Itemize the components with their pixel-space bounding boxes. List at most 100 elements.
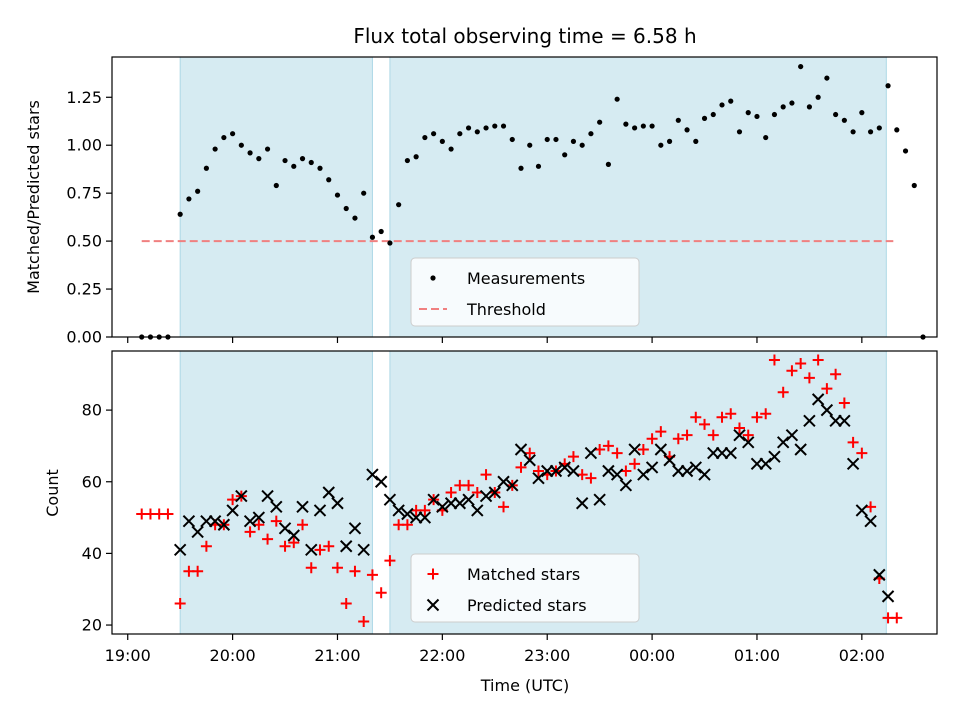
predicted-star-point (401, 507, 414, 521)
matched-star-point (288, 537, 300, 549)
matched-star-point (419, 504, 431, 516)
predicted-star-point (881, 590, 895, 603)
top-legend-label: Threshold (466, 300, 546, 319)
matched-star-point (768, 354, 780, 366)
measurement-point (264, 146, 271, 152)
measurement-point (404, 157, 410, 164)
matched-star-point (567, 451, 579, 463)
bottom-y-axis: 20 40 60 80 (82, 401, 112, 635)
x-tick-label: 00:00 (629, 646, 675, 665)
matched-star-point (532, 465, 544, 477)
measurement-point (483, 125, 489, 131)
measurement-point (273, 182, 279, 189)
chart-title: Flux total observing time = 6.58 h (353, 24, 696, 48)
matched-star-point (838, 397, 850, 409)
measurement-point (544, 136, 550, 143)
measurement-point (859, 110, 865, 116)
matched-star-point (162, 508, 174, 520)
measurement-point (789, 100, 795, 106)
matched-star-point (349, 565, 361, 577)
measurement-point (806, 104, 813, 110)
measurement-point (282, 157, 288, 164)
matched-star-point (803, 372, 815, 384)
bottom-legend: Matched stars Predicted stars (410, 553, 640, 623)
top-panel: 0.00 0.25 0.50 0.75 1.00 1.25 Matched/Predict… (24, 56, 938, 347)
matched-star-point (585, 472, 597, 484)
measurement-point (439, 138, 445, 144)
matched-star-point (690, 411, 702, 423)
matched-star-point (847, 436, 859, 448)
bottom-y-tick-label: 40 (82, 544, 102, 563)
predicted-star-point (331, 497, 344, 510)
predicted-star-point (305, 543, 318, 557)
measurement-point (317, 165, 323, 171)
measurement-point (894, 127, 900, 133)
matched-star-point (384, 555, 396, 567)
predicted-star-point (593, 493, 606, 506)
measurement-point (745, 110, 751, 116)
predicted-star-point (471, 504, 484, 517)
x-tick-label: 21:00 (314, 646, 360, 665)
predicted-star-point (296, 500, 309, 514)
matched-star-point (725, 408, 737, 420)
measurement-point (588, 131, 594, 137)
predicted-star-point (322, 486, 335, 499)
matched-star-point (812, 354, 824, 366)
matched-star-point (498, 501, 510, 513)
predicted-star-point (567, 464, 580, 478)
predicted-star-point (436, 500, 449, 514)
measurement-point (754, 113, 760, 120)
predicted-star-point (252, 511, 266, 524)
matched-star-point (699, 418, 711, 430)
measurement-point (396, 202, 402, 208)
predicted-star-point (637, 468, 650, 481)
top-y-tick-label: 1.25 (66, 88, 102, 107)
measurement-point (212, 146, 218, 152)
measurement-point (465, 125, 472, 131)
predicted-star-point (348, 522, 362, 535)
predicted-star-point (628, 443, 641, 456)
measurement-point (230, 131, 236, 137)
top-y-axis: 0.00 0.25 0.50 0.75 1.00 1.25 (66, 88, 112, 347)
matched-star-point (323, 540, 335, 552)
top-y-tick-label: 0.50 (66, 232, 102, 251)
measurement-point (771, 111, 778, 118)
top-points (139, 63, 926, 340)
predicted-star-point (357, 543, 370, 557)
measurement-point (815, 94, 821, 100)
matched-star-point (821, 383, 833, 395)
predicted-star-point (838, 414, 851, 428)
predicted-star-point (855, 504, 869, 517)
predicted-star-point (776, 436, 790, 449)
measurement-point (527, 142, 533, 148)
measurement-point (780, 104, 786, 110)
matched-star-point (515, 461, 527, 473)
bottom-legend-label: Predicted stars (467, 596, 587, 615)
measurement-point (701, 115, 708, 121)
measurement-point (649, 123, 655, 129)
matched-star-point (777, 386, 789, 398)
measurement-point (291, 163, 297, 169)
measurement-point (535, 163, 542, 169)
predicted-star-point (243, 514, 257, 528)
matched-star-point (375, 587, 387, 599)
predicted-star-point (235, 489, 248, 503)
bottom-y-tick-label: 60 (82, 472, 102, 491)
matched-star-point (733, 422, 745, 434)
bottom-y-axis-label: Count (43, 469, 62, 517)
matched-star-point (279, 540, 291, 552)
measurement-point (867, 129, 874, 135)
matched-star-point (445, 487, 457, 498)
matched-star-point (227, 494, 239, 506)
measurement-point (326, 177, 332, 183)
matched-star-point (305, 562, 317, 574)
measurement-point (247, 150, 253, 156)
matched-star-point (524, 447, 536, 459)
measurement-point (684, 127, 690, 133)
predicted-star-point (864, 514, 877, 528)
predicted-star-point (654, 443, 668, 456)
bottom-legend-label: Matched stars (467, 565, 580, 584)
matched-star-point (611, 447, 623, 459)
matched-star-point (314, 544, 326, 556)
predicted-star-point (794, 443, 807, 456)
